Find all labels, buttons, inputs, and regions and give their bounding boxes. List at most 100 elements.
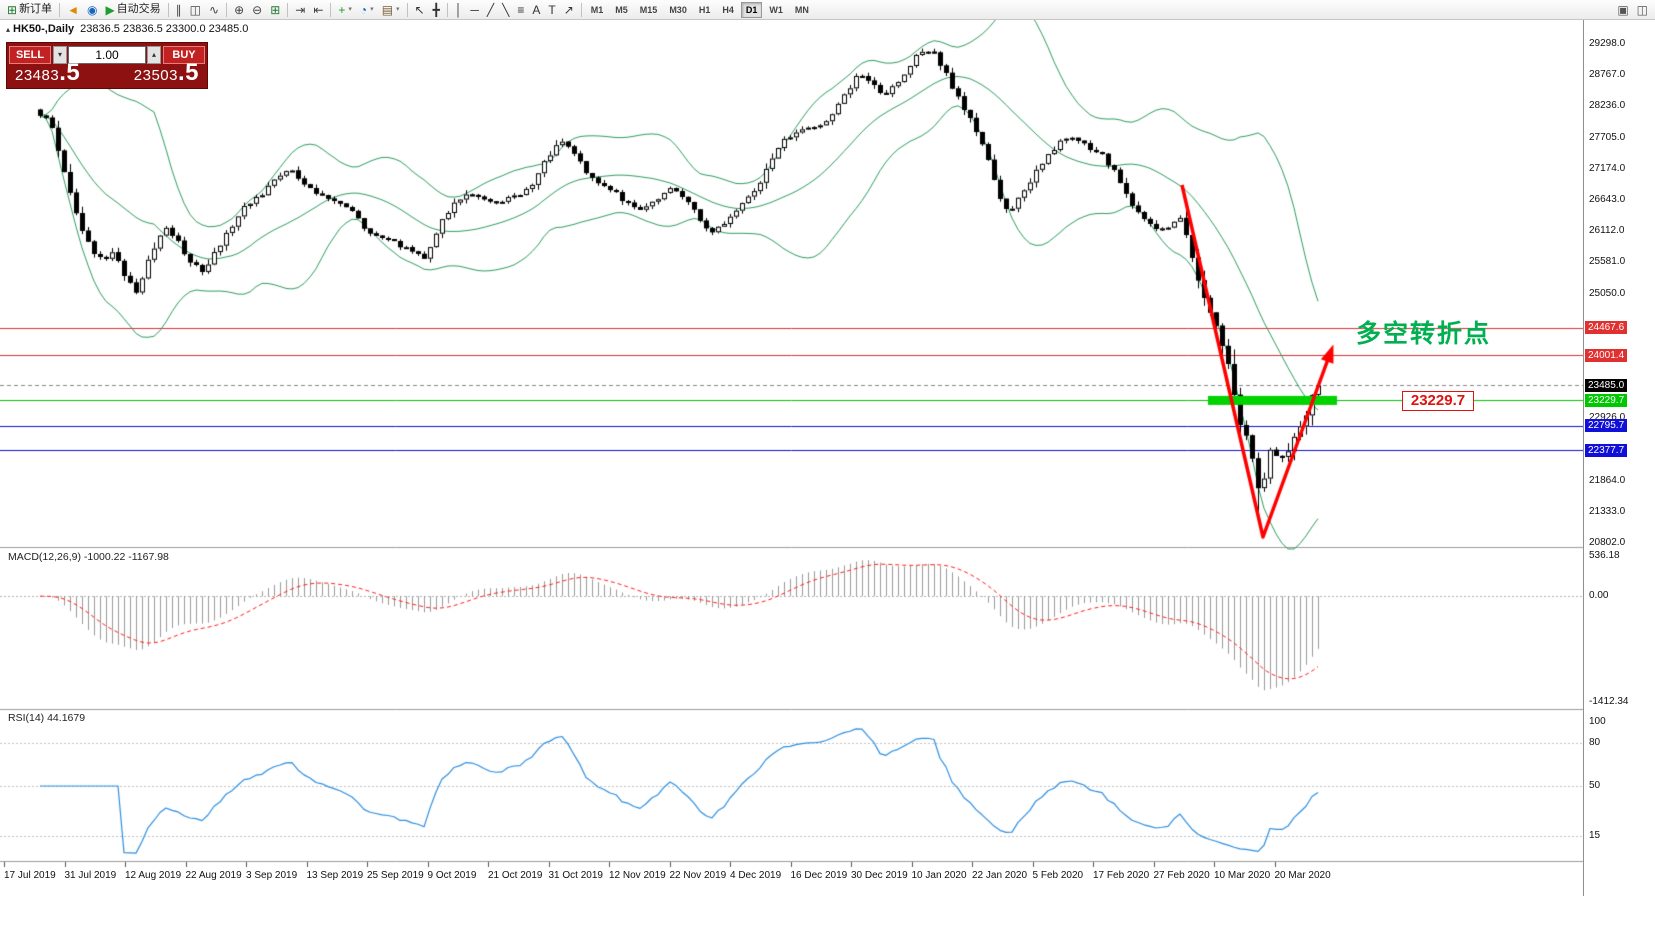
cursor-icon: ↖ [414, 2, 425, 17]
timeframe-button-m1[interactable]: M1 [586, 2, 609, 18]
indicators-icon: + [338, 2, 346, 17]
timeframe-button-m15[interactable]: M15 [635, 2, 663, 18]
price-tick-label: 26643.0 [1589, 193, 1626, 205]
sell-price-frac: .5 [59, 59, 81, 86]
sell-button[interactable]: SELL [9, 45, 51, 64]
date-axis-label: 17 Jul 2019 [4, 870, 56, 881]
tile-windows-icon: ⊞ [270, 2, 281, 17]
toolbar-separator [59, 2, 61, 17]
alerts-horn-button[interactable]: ◄ [63, 1, 83, 18]
macd-scale-label: 536.18 [1589, 550, 1620, 561]
candlestick-chart-type-button[interactable]: ◫ [186, 1, 205, 18]
chart-list-button[interactable]: ◫ [1633, 1, 1652, 18]
volume-increase-button[interactable]: ▴ [147, 45, 161, 64]
text-button[interactable]: A [528, 1, 544, 18]
date-axis-label: 21 Oct 2019 [488, 870, 543, 881]
price-tick-label: 28236.0 [1589, 100, 1626, 112]
zoom-out-button[interactable]: ⊖ [248, 1, 266, 18]
auto-scroll-button[interactable]: ⇥ [291, 1, 309, 18]
price-tick-label: 22926.0 [1589, 412, 1626, 424]
window-layout-button[interactable]: ▣ [1613, 1, 1632, 18]
vertical-line-button[interactable]: │ [451, 1, 467, 18]
price-line-label: 22377.7 [1585, 443, 1628, 457]
time-axis[interactable]: 17 Jul 2019 31 Jul 2019 12 Aug 2019 22 Aug … [0, 20, 1583, 896]
timeframe-button-m5[interactable]: M5 [610, 2, 633, 18]
chart-plot-area[interactable] [0, 20, 1583, 896]
buy-price: 23503.5 [134, 61, 199, 85]
auto-trading-button[interactable]: ▶ 自动交易 [101, 1, 164, 18]
date-axis-label: 10 Mar 2020 [1214, 870, 1271, 881]
chart-list-icon: ◫ [1636, 2, 1648, 17]
label-icon: T [548, 2, 556, 17]
periods-button[interactable]: ◔ ▾ [356, 1, 378, 18]
toolbar-separator [287, 2, 289, 17]
timeframe-button-w1[interactable]: W1 [764, 2, 788, 18]
fibonacci-icon: ≡ [517, 2, 525, 17]
date-axis-label: 3 Sep 2019 [246, 870, 298, 881]
zoom-out-icon: ⊖ [252, 2, 263, 17]
community-button[interactable]: ◉ [83, 1, 101, 18]
price-tick-label: 25581.0 [1589, 256, 1626, 268]
date-axis-label: 22 Nov 2019 [669, 870, 727, 881]
price-line-label: 23229.7 [1585, 393, 1628, 407]
indicators-button[interactable]: + ▾ [334, 1, 356, 18]
caret-down-icon: ▾ [348, 6, 352, 13]
price-axis[interactable]: 29298.0 28767.0 28236.0 27705.0 27174.0 26643… [1583, 20, 1655, 896]
channel-button[interactable]: ╲ [498, 1, 513, 18]
tile-windows-button[interactable]: ⊞ [266, 1, 284, 18]
vertical-line-icon: │ [454, 2, 463, 17]
price-tick-label: 27705.0 [1589, 131, 1626, 143]
trade-panel-prices: 23483.5 23503.5 [7, 61, 207, 88]
bar-chart-type-button[interactable]: ∥ [172, 1, 186, 18]
date-axis-label: 4 Dec 2019 [730, 870, 782, 881]
alerts-horn-icon: ◄ [67, 2, 79, 17]
toolbar-separator [446, 2, 448, 17]
date-axis-label: 17 Feb 2020 [1093, 870, 1150, 881]
date-axis-label: 9 Oct 2019 [427, 870, 477, 881]
text-icon: A [532, 2, 541, 17]
cursor-button[interactable]: ↖ [411, 1, 429, 18]
date-axis-label: 30 Dec 2019 [851, 870, 908, 881]
volume-decrease-button[interactable]: ▾ [53, 45, 67, 64]
toolbar-separator [226, 2, 228, 17]
collapse-triangle-icon[interactable]: ▴ [6, 25, 11, 34]
macd-scale-label: 0.00 [1589, 590, 1609, 602]
rsi-scale-label: 15 [1589, 830, 1601, 842]
volume-spinner: ▾ ▴ [53, 45, 161, 64]
window-layout-icon: ▣ [1617, 2, 1629, 17]
date-axis-label: 10 Jan 2020 [911, 870, 967, 881]
fibonacci-button[interactable]: ≡ [513, 1, 528, 18]
arrows-tool-button[interactable]: ↗ [560, 1, 578, 18]
timeframe-button-h1[interactable]: H1 [694, 2, 716, 18]
volume-input[interactable] [68, 45, 146, 64]
chart-shift-button[interactable]: ⇤ [309, 1, 327, 18]
toolbar-separator [167, 2, 169, 17]
timeframe-button-d1[interactable]: D1 [740, 1, 763, 18]
new-order-button[interactable]: ⊞ 新订单 [3, 1, 56, 18]
crosshair-icon: ╋ [432, 2, 440, 17]
rsi-scale-label: 100 [1589, 716, 1606, 727]
label-button[interactable]: T [544, 1, 559, 18]
date-axis-label: 27 Feb 2020 [1153, 870, 1210, 881]
timeframe-button-m30[interactable]: M30 [664, 2, 692, 18]
crosshair-button[interactable]: ╋ [429, 1, 444, 18]
auto-trading-icon: ▶ [105, 2, 115, 17]
buy-button[interactable]: BUY [163, 45, 205, 64]
templates-button[interactable]: ▤ ▾ [378, 1, 404, 18]
new-order-icon: ⊞ [7, 2, 18, 17]
horizontal-line-button[interactable]: ─ [466, 1, 483, 18]
zoom-in-button[interactable]: ⊕ [230, 1, 248, 18]
price-tick-label: 27174.0 [1589, 162, 1626, 174]
timeframe-button-mn[interactable]: MN [790, 2, 814, 18]
line-chart-type-button[interactable]: ∿ [205, 1, 223, 18]
chart-shift-icon: ⇤ [313, 2, 324, 17]
price-tick-label: 29298.0 [1589, 38, 1626, 49]
trendline-button[interactable]: ╱ [483, 1, 498, 18]
date-axis-label: 25 Sep 2019 [367, 870, 424, 881]
timeframe-button-h4[interactable]: H4 [717, 2, 739, 18]
date-axis-label: 13 Sep 2019 [306, 870, 364, 881]
caret-down-icon: ▾ [396, 6, 400, 13]
buy-price-frac: .5 [177, 59, 199, 86]
chart-header: ▴ HK50-,Daily 23836.5 23836.5 23300.0 2348… [6, 23, 248, 35]
